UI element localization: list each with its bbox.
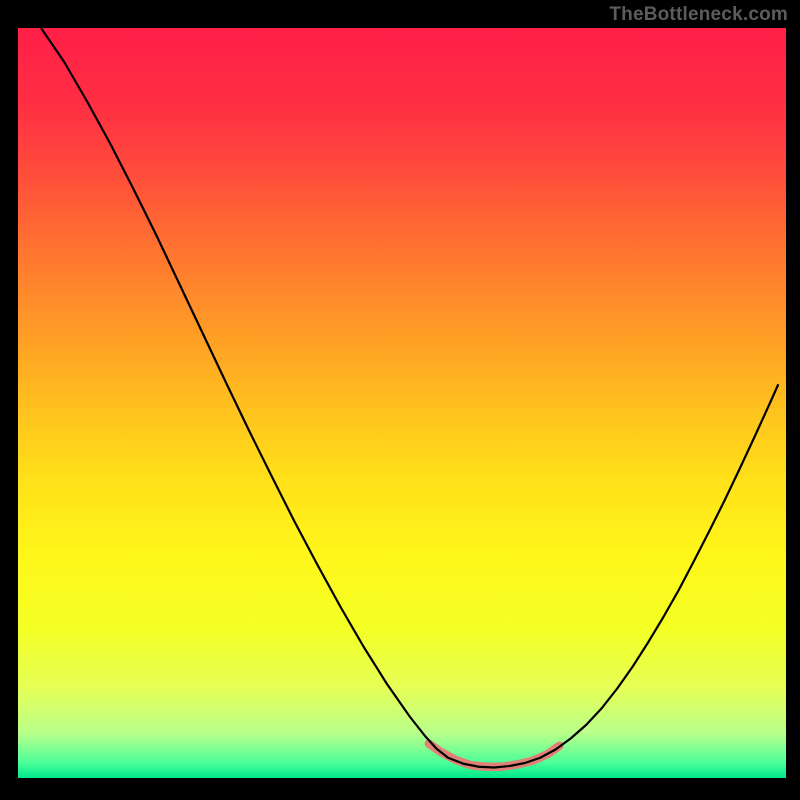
chart-container: TheBottleneck.com bbox=[0, 0, 800, 800]
watermark-text: TheBottleneck.com bbox=[609, 4, 788, 26]
chart-background bbox=[18, 28, 786, 778]
bottleneck-chart bbox=[0, 0, 800, 800]
